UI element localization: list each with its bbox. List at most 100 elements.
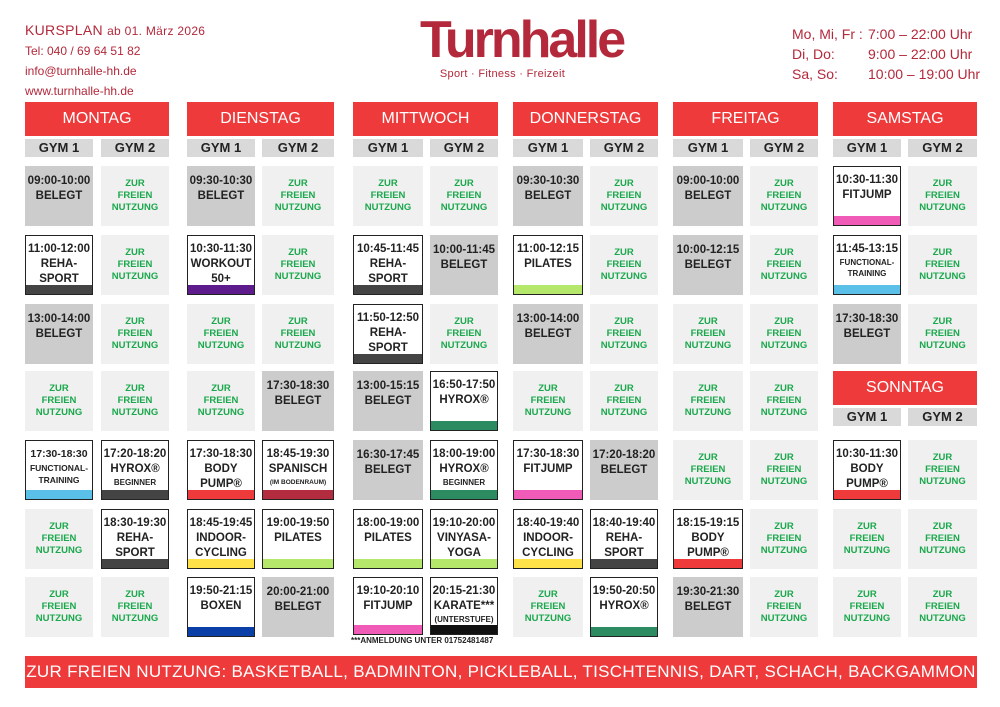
class-slot: 11:45-13:15 FUNCTIONAL- TRAINING (833, 235, 901, 295)
hours-row: Sa, So: 10:00 – 19:00 Uhr (792, 66, 981, 82)
gym1-header: GYM 1 (833, 139, 901, 157)
class-slot: 17:30-18:30 FITJUMP (513, 440, 583, 500)
class-slot: 18:00-19:00 PILATES (353, 509, 423, 569)
category-bar (834, 490, 900, 499)
website-link[interactable]: www.turnhalle-hh.de (25, 84, 134, 98)
class-slot: 18:30-19:30 REHA- SPORT (101, 509, 169, 569)
class-slot: 19:30-21:30 BELEGT (673, 577, 743, 637)
class-slot: 10:30-11:30 BODY PUMP® (833, 440, 901, 500)
free-slot: ZUR FREIEN NUTZUNG (101, 166, 169, 226)
category-bar (354, 285, 422, 294)
gym2-header: GYM 2 (750, 139, 818, 157)
gym2-header: GYM 2 (908, 408, 977, 426)
logo-tagline: Sport · Fitness · Freizeit (439, 68, 566, 80)
free-slot: ZUR FREIEN NUTZUNG (590, 235, 658, 295)
class-slot: 19:10-20:00 VINYASA- YOGA (430, 509, 498, 569)
free-slot: ZUR FREIEN NUTZUNG (430, 304, 498, 364)
class-slot: 19:00-19:50 PILATES (262, 509, 334, 569)
free-slot: ZUR FREIEN NUTZUNG (25, 371, 93, 431)
category-bar (431, 559, 497, 568)
category-bar (354, 559, 422, 568)
header-info: KURSPLAN ab 01. März 2026 Tel: 040 / 69 … (25, 22, 205, 98)
class-slot: 09:00-10:00 BELEGT (673, 166, 743, 226)
class-slot: 10:30-11:30 FITJUMP (833, 166, 901, 226)
class-slot: 20:15-21:30 KARATE*** (UNTERSTUFE) (430, 577, 498, 635)
category-bar (102, 559, 168, 568)
category-bar (263, 559, 333, 568)
class-slot: 13:00-14:00 BELEGT (513, 304, 583, 364)
email-link[interactable]: info@turnhalle-hh.de (25, 64, 137, 78)
free-slot: ZUR FREIEN NUTZUNG (353, 166, 423, 226)
day-header-donnerstag: DONNERSTAG (513, 102, 658, 136)
hours-row: Mo, Mi, Fr :7:00 – 22:00 Uhr (792, 26, 973, 42)
free-slot: ZUR FREIEN NUTZUNG (908, 509, 977, 569)
free-slot: ZUR FREIEN NUTZUNG (187, 304, 255, 364)
day-header-samstag: SAMSTAG (833, 102, 977, 136)
category-bar (188, 490, 254, 499)
free-slot: ZUR FREIEN NUTZUNG (590, 304, 658, 364)
free-slot: ZUR FREIEN NUTZUNG (262, 304, 334, 364)
free-slot: ZUR FREIEN NUTZUNG (908, 166, 977, 226)
free-slot: ZUR FREIEN NUTZUNG (101, 577, 169, 637)
category-bar (263, 490, 333, 499)
class-slot: 18:40-19:40 INDOOR- CYCLING (513, 509, 583, 569)
free-slot: ZUR FREIEN NUTZUNG (513, 371, 583, 431)
class-slot: 16:50-17:50 HYROX® (430, 371, 498, 431)
category-bar (188, 559, 254, 568)
free-slot: ZUR FREIEN NUTZUNG (750, 509, 818, 569)
free-slot: ZUR FREIEN NUTZUNG (590, 371, 658, 431)
category-bar (26, 285, 92, 294)
class-slot: 18:45-19:45 INDOOR- CYCLING (187, 509, 255, 569)
free-slot: ZUR FREIEN NUTZUNG (908, 304, 977, 364)
class-slot: 11:00-12:15 PILATES (513, 235, 583, 295)
class-slot: 13:00-15:15 BELEGT (353, 371, 423, 431)
opening-hours: Mo, Mi, Fr :7:00 – 22:00 Uhr Di, Do: 9:00… (792, 24, 980, 84)
free-slot: ZUR FREIEN NUTZUNG (833, 577, 901, 637)
phone: Tel: 040 / 69 64 51 82 (25, 44, 141, 58)
gym1-header: GYM 1 (187, 139, 255, 157)
class-slot: 10:30-11:30 WORKOUT 50+ (187, 235, 255, 295)
class-slot: 20:00-21:00 BELEGT (262, 577, 334, 637)
free-slot: ZUR FREIEN NUTZUNG (673, 440, 743, 500)
free-slot: ZUR FREIEN NUTZUNG (750, 371, 818, 431)
class-slot: 18:45-19:30 SPANISCH (IM BODENRAUM) (262, 440, 334, 500)
class-slot: 09:30-10:30 BELEGT (187, 166, 255, 226)
category-bar (834, 285, 900, 294)
day-header-sonntag: SONNTAG (833, 371, 977, 405)
class-slot: 18:00-19:00 HYROX® BEGINNER (430, 440, 498, 500)
gym2-header: GYM 2 (430, 139, 498, 157)
gym2-header: GYM 2 (590, 139, 658, 157)
footer-banner: ZUR FREIEN NUTZUNG: BASKETBALL, BADMINTO… (25, 656, 977, 688)
category-bar (674, 559, 742, 568)
free-slot: ZUR FREIEN NUTZUNG (673, 371, 743, 431)
free-slot: ZUR FREIEN NUTZUNG (101, 235, 169, 295)
category-bar (591, 559, 657, 568)
registration-note: ***ANMELDUNG UNTER 01752481487 (351, 636, 494, 645)
category-bar (188, 285, 254, 294)
class-slot: 17:20-18:20 HYROX® BEGINNER (101, 440, 169, 500)
class-slot: 09:30-10:30 BELEGT (513, 166, 583, 226)
class-slot: 17:30-18:30 BELEGT (833, 304, 901, 364)
free-slot: ZUR FREIEN NUTZUNG (25, 577, 93, 637)
gym1-header: GYM 1 (353, 139, 423, 157)
category-bar (26, 490, 92, 499)
class-slot: 18:40-19:40 REHA- SPORT (590, 509, 658, 569)
class-slot: 10:45-11:45 REHA- SPORT (353, 235, 423, 295)
free-slot: ZUR FREIEN NUTZUNG (833, 509, 901, 569)
class-slot: 11:50-12:50 REHA- SPORT (353, 304, 423, 364)
day-header-montag: MONTAG (25, 102, 169, 136)
gym1-header: GYM 1 (25, 139, 93, 157)
class-slot: 10:00-11:45 BELEGT (430, 235, 498, 295)
free-slot: ZUR FREIEN NUTZUNG (750, 440, 818, 500)
category-bar (431, 625, 497, 634)
free-slot: ZUR FREIEN NUTZUNG (590, 166, 658, 226)
category-bar (354, 354, 422, 363)
gym2-header: GYM 2 (908, 139, 977, 157)
free-slot: ZUR FREIEN NUTZUNG (262, 235, 334, 295)
day-header-mittwoch: MITTWOCH (353, 102, 498, 136)
free-slot: ZUR FREIEN NUTZUNG (908, 235, 977, 295)
class-slot: 17:20-18:20 BELEGT (590, 440, 658, 500)
class-slot: 16:30-17:45 BELEGT (353, 440, 423, 500)
class-slot: 19:50-21:15 BOXEN (187, 577, 255, 637)
category-bar (102, 490, 168, 499)
